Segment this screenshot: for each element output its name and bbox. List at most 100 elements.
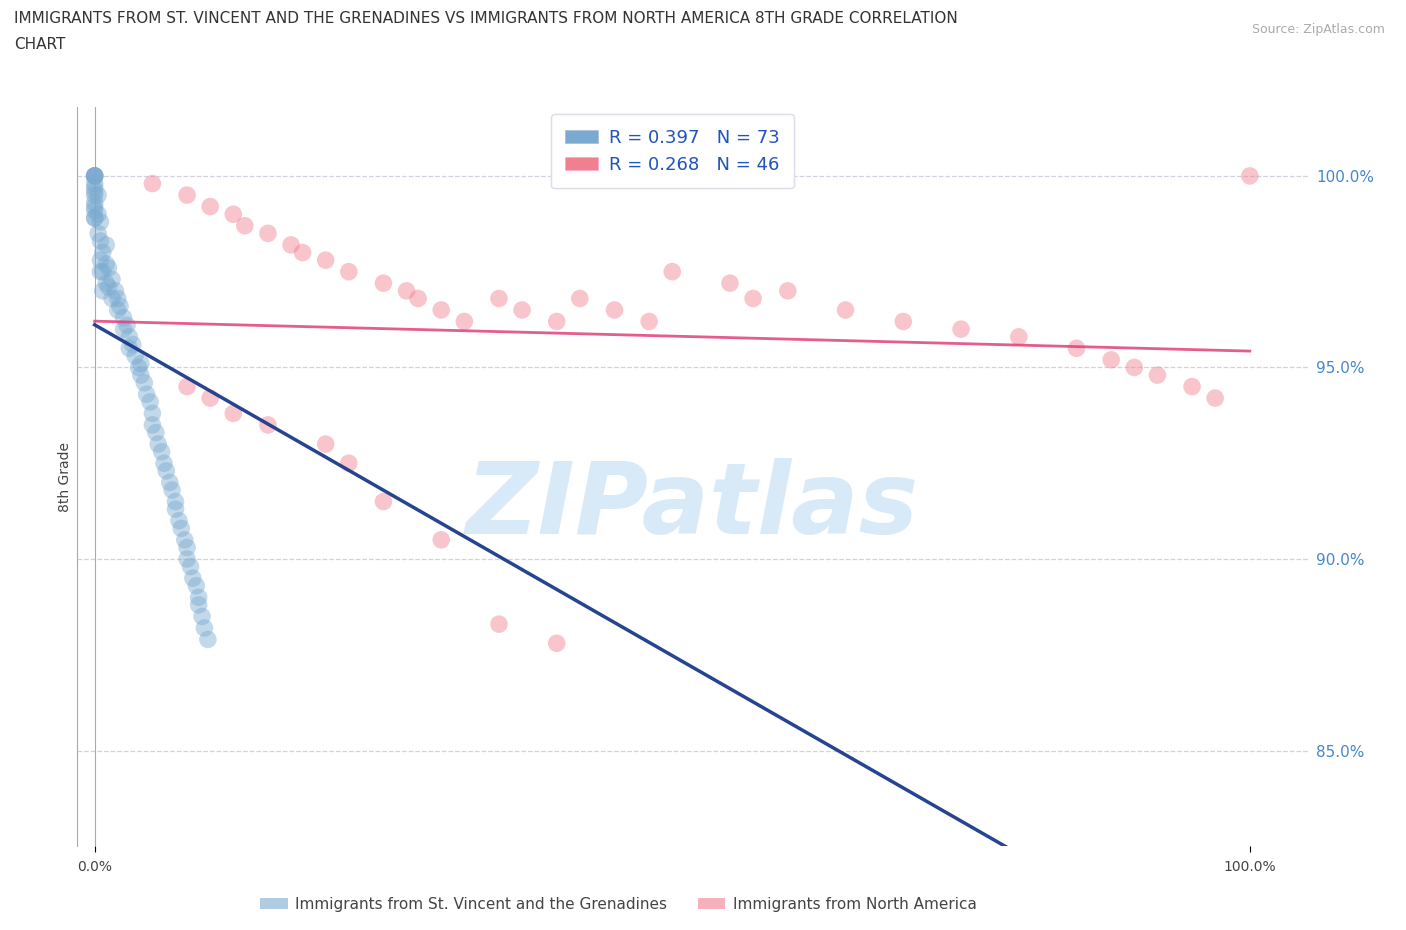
- Point: [176, 540, 198, 555]
- Point: [141, 418, 163, 432]
- Point: [115, 318, 138, 333]
- Point: [96, 257, 118, 272]
- Point: [139, 394, 162, 409]
- Point: [337, 264, 360, 279]
- Point: [395, 284, 418, 299]
- Point: [1204, 391, 1226, 405]
- Point: [193, 620, 215, 635]
- Point: [83, 195, 105, 210]
- Point: [834, 302, 856, 317]
- Point: [453, 314, 475, 329]
- Point: [83, 168, 105, 183]
- Point: [135, 387, 157, 402]
- Point: [568, 291, 591, 306]
- Point: [83, 184, 105, 199]
- Point: [167, 513, 190, 528]
- Point: [186, 578, 208, 593]
- Point: [159, 475, 181, 490]
- Point: [950, 322, 973, 337]
- Point: [108, 299, 131, 313]
- Point: [337, 456, 360, 471]
- Point: [233, 219, 256, 233]
- Point: [291, 246, 314, 260]
- Point: [1181, 379, 1204, 394]
- Point: [176, 188, 198, 203]
- Point: [661, 264, 683, 279]
- Point: [112, 311, 135, 325]
- Point: [83, 210, 105, 225]
- Text: ZIPatlas: ZIPatlas: [465, 458, 920, 554]
- Point: [546, 314, 568, 329]
- Point: [83, 168, 105, 183]
- Point: [373, 494, 395, 509]
- Point: [187, 597, 209, 612]
- Point: [107, 291, 129, 306]
- Point: [891, 314, 914, 329]
- Point: [97, 260, 120, 275]
- Point: [222, 206, 245, 221]
- Point: [87, 206, 110, 221]
- Y-axis label: 8th Grade: 8th Grade: [58, 442, 72, 512]
- Point: [112, 322, 135, 337]
- Point: [83, 180, 105, 195]
- Point: [180, 559, 202, 574]
- Point: [96, 275, 118, 290]
- Point: [83, 168, 105, 183]
- Point: [141, 176, 163, 191]
- Point: [187, 590, 209, 604]
- Point: [141, 406, 163, 421]
- Point: [165, 502, 187, 517]
- Point: [257, 418, 280, 432]
- Point: [129, 356, 152, 371]
- Point: [150, 445, 173, 459]
- Point: [488, 291, 510, 306]
- Point: [170, 521, 193, 536]
- Point: [176, 551, 198, 566]
- Point: [134, 376, 156, 391]
- Legend: R = 0.397   N = 73, R = 0.268   N = 46: R = 0.397 N = 73, R = 0.268 N = 46: [551, 114, 794, 188]
- Point: [83, 210, 105, 225]
- Point: [153, 456, 176, 471]
- Point: [155, 463, 177, 478]
- Point: [280, 237, 302, 252]
- Point: [718, 275, 741, 290]
- Point: [406, 291, 429, 306]
- Point: [148, 436, 170, 451]
- Point: [1146, 367, 1168, 382]
- Point: [603, 302, 626, 317]
- Point: [83, 199, 105, 214]
- Point: [83, 188, 105, 203]
- Point: [176, 379, 198, 394]
- Point: [107, 302, 129, 317]
- Point: [160, 483, 183, 498]
- Point: [128, 360, 150, 375]
- Point: [87, 226, 110, 241]
- Point: [89, 215, 111, 230]
- Point: [257, 226, 280, 241]
- Point: [488, 617, 510, 631]
- Point: [1123, 360, 1146, 375]
- Point: [776, 284, 799, 299]
- Text: Source: ZipAtlas.com: Source: ZipAtlas.com: [1251, 23, 1385, 36]
- Point: [91, 246, 114, 260]
- Point: [1066, 341, 1088, 356]
- Point: [742, 291, 765, 306]
- Point: [89, 253, 111, 268]
- Point: [430, 302, 453, 317]
- Point: [118, 341, 141, 356]
- Point: [101, 291, 124, 306]
- Point: [83, 168, 105, 183]
- Point: [1099, 352, 1122, 367]
- Point: [89, 233, 111, 248]
- Point: [222, 406, 245, 421]
- Point: [191, 609, 214, 624]
- Point: [510, 302, 533, 317]
- Point: [124, 349, 146, 364]
- Point: [1239, 168, 1261, 183]
- Point: [104, 284, 127, 299]
- Point: [91, 264, 114, 279]
- Point: [83, 176, 105, 191]
- Point: [173, 532, 195, 547]
- Point: [198, 391, 221, 405]
- Point: [83, 168, 105, 183]
